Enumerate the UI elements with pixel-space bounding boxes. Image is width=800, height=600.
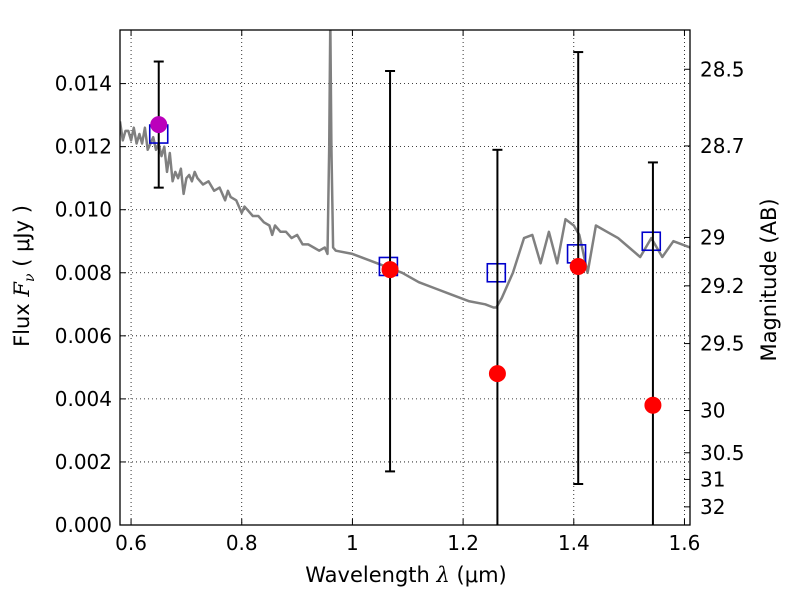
x-tick-label: 1.6 [669,531,701,555]
x-axis-title: Wavelength λ (μm) [305,563,506,587]
observed-point [644,396,662,414]
x-tick-label: 0.6 [115,531,147,555]
y-tick-label: 0.004 [55,387,112,411]
y-tick-label: 0.002 [55,450,112,474]
right-axis-title: Magnitude (AB) [757,198,781,361]
x-axis-label-unit: (μm) [457,563,507,587]
y-axis-label-symbol: F [10,281,34,298]
model-point-square [486,262,507,283]
x-axis-label-symbol: λ [436,563,450,587]
observed-point [488,365,506,383]
observed-point [569,257,587,275]
y-tick-label: 0.008 [55,261,112,285]
x-tick-label: 1.4 [558,531,590,555]
y-tick-label: 0.012 [55,135,112,159]
plot-frame [119,29,691,526]
y-tick-label: 0.014 [55,72,112,96]
y-axis-label-unit: ( μJy ) [10,205,34,267]
x-tick-label: 1.2 [447,531,479,555]
x-tick-label: 0.8 [226,531,258,555]
y2-tick-label: 30.5 [700,441,745,465]
y2-tick-label: 28.5 [700,57,745,81]
y2-tick-label: 31 [700,467,725,491]
y-tick-label: 0.006 [55,324,112,348]
y-axis-title: Flux Fν ( μJy ) [10,205,38,347]
x-tick-label: 1 [346,531,359,555]
observed-point [381,261,399,279]
x-axis-label-text: Wavelength [305,563,430,587]
y2-tick-label: 29 [700,225,725,249]
y2-tick-label: 30 [700,399,725,423]
y-axis-label-subscript: ν [22,273,38,282]
observed-point [150,116,168,134]
y-tick-label: 0.000 [55,513,112,537]
spectrum-line [120,30,690,309]
y2-tick-label: 32 [700,495,725,519]
y2-tick-label: 29.5 [700,332,745,356]
y-axis-label-text: Flux [10,303,34,347]
y2-tick-label: 29.2 [700,274,745,298]
model-point-square [641,231,662,252]
axes: 0.6 0.8 1 1.2 1.4 1.6 0.000 0.002 0.004 0.006 0.00… [55,29,745,555]
y2-tick-label: 28.7 [700,134,745,158]
y-tick-label: 0.010 [55,198,112,222]
plot-area [120,30,690,525]
